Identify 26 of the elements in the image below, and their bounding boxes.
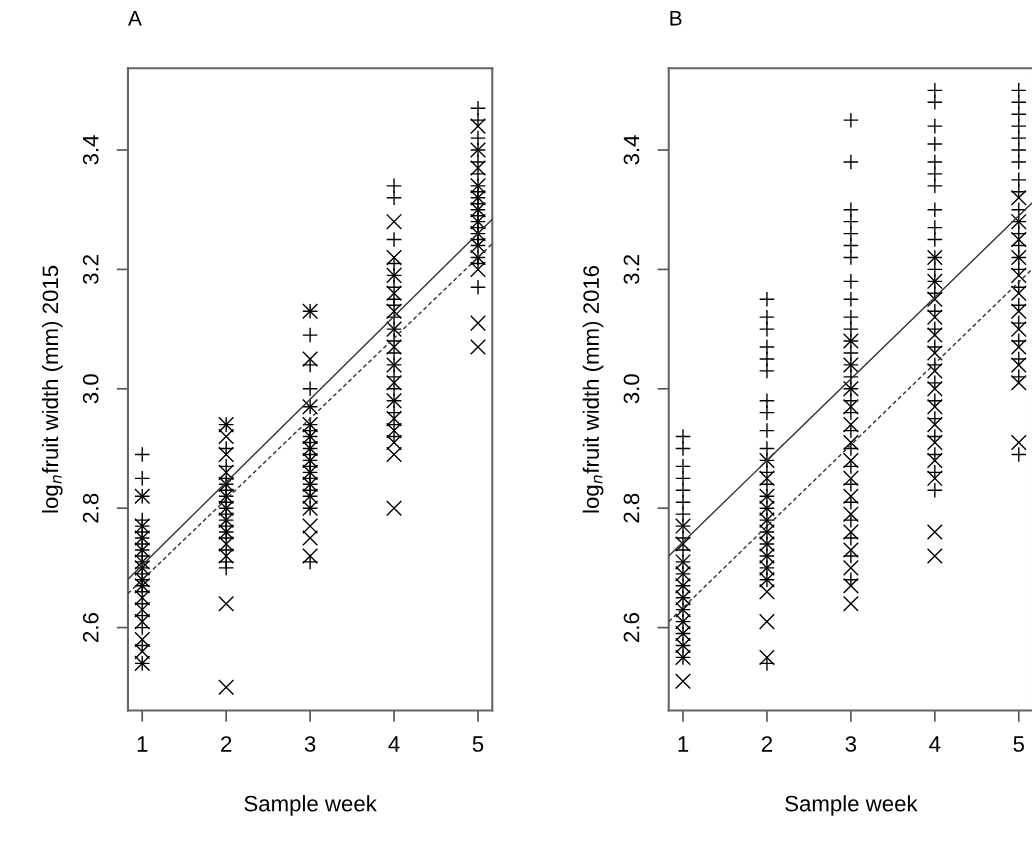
y-tick-label: 2.6 xyxy=(82,613,99,642)
y-tick-label: 2.6 xyxy=(623,613,640,642)
x-tick-label: 5 xyxy=(472,736,484,752)
x-tick-label: 5 xyxy=(1013,736,1025,752)
y-tick-label: 3.2 xyxy=(82,255,99,285)
y-tick-label: 3.0 xyxy=(82,374,99,404)
chart-title: A xyxy=(128,11,142,26)
y-tick-label: 3.0 xyxy=(623,374,640,404)
x-tick-label: 4 xyxy=(388,736,400,752)
x-tick-label: 2 xyxy=(221,736,232,752)
chart-title: B xyxy=(670,11,682,26)
x-tick-label: 3 xyxy=(304,736,316,752)
y-tick-label: 2.8 xyxy=(82,493,99,523)
x-tick-label: 1 xyxy=(678,736,689,752)
y-tick-label: 3.2 xyxy=(623,255,640,285)
x-axis-title: Sample week xyxy=(244,795,377,816)
y-tick-label: 3.4 xyxy=(82,135,99,165)
x-tick-label: 4 xyxy=(929,736,941,752)
y-axis-title: log$_{n}$fruit width (mm) 2016 xyxy=(582,265,604,513)
x-tick-label: 1 xyxy=(137,736,148,752)
y-tick-label: 2.8 xyxy=(623,493,640,523)
y-axis-title: log$_{n}$fruit width (mm) 2015 xyxy=(41,265,63,513)
x-axis-title: Sample week xyxy=(785,795,918,816)
x-tick-label: 2 xyxy=(761,736,773,752)
x-tick-label: 3 xyxy=(845,736,857,752)
y-tick-label: 3.4 xyxy=(623,135,640,165)
